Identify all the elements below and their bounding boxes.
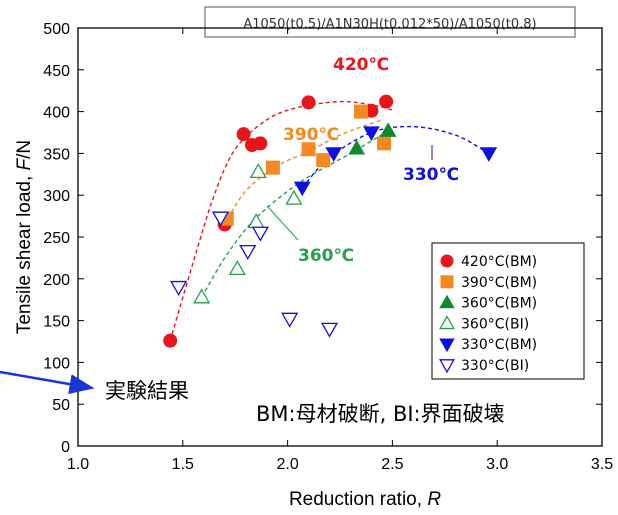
legend-label: 360°C(BM) [461,296,537,312]
legend-label: 360°C(BI) [461,316,529,332]
legend-marker [439,294,455,309]
data-point [285,189,303,205]
y-axis-title-text: Tensile shear load, [14,170,35,334]
trend-curve [169,100,393,341]
legend-label: 330°C(BM) [461,337,537,353]
chart-header: A1050(t0.5)/A1N30H(t0.012*50)/A1050(t0.8… [204,6,576,38]
legend-marker [438,315,456,330]
data-point [193,288,211,304]
data-point [348,139,366,155]
x-tick-label: 3.5 [591,456,613,473]
y-axis: 0 50 100 150 200 250 300 350 400 450 500 [43,21,602,456]
y-tick-label: 350 [43,146,70,163]
data-point [480,147,498,162]
data-point [316,153,331,168]
data-point [253,136,268,151]
data-point [170,280,188,296]
label-330: 330℃ [403,165,459,185]
data-points [163,94,498,348]
y-tick-label: 250 [43,230,70,247]
data-point [228,259,246,276]
data-point [239,244,257,260]
legend-marker [440,275,454,289]
data-point [301,95,316,110]
label-420: 420℃ [333,55,389,75]
y-axis-unit: /N [14,140,35,159]
experiment-arrow [0,370,95,394]
trend-curve [224,119,383,225]
leader-line-360 [266,205,299,241]
data-point [265,160,280,175]
data-point [211,211,230,227]
y-tick-label: 150 [43,314,70,331]
data-point [247,213,265,229]
legend-marker [440,254,454,268]
data-point [379,94,394,109]
x-axis-title: Reduction ratio, R [289,489,441,510]
y-tick-label: 450 [43,63,70,80]
legend-marker [439,338,455,353]
x-axis-title-text: Reduction ratio, [289,489,427,510]
y-tick-label: 200 [43,272,70,289]
y-tick-label: 0 [61,439,70,456]
legend-items: 420°C(BM) 390°C(BM) 360°C(BM) 360°C(BI) 330°… [438,254,537,374]
data-point [325,147,343,162]
data-point [353,104,368,119]
data-point [249,163,267,179]
legend-note: BM:母材破断, BI:界面破壊 [256,402,505,426]
x-axis-variable: R [427,489,441,510]
x-tick-label: 2.0 [276,456,298,473]
data-point [377,136,392,151]
legend-label: 390°C(BM) [461,275,537,291]
legend-label: 420°C(BM) [461,254,537,270]
data-point [379,122,397,137]
legend-box [431,242,585,380]
y-axis-title: Tensile shear load, F/N [14,140,35,334]
y-tick-label: 100 [43,355,70,372]
experiment-label: 実験結果 [105,379,189,403]
data-point [251,226,269,242]
data-point [320,322,339,338]
legend: 420°C(BM) 390°C(BM) 360°C(BM) 360°C(BI) 330°… [431,242,585,380]
chart-header-box [204,6,576,38]
data-point [281,312,299,328]
data-point [163,333,178,348]
x-tick-label: 1.5 [172,456,194,473]
data-point [363,126,380,141]
y-axis-variable: F [14,157,35,170]
x-tick-label: 1.0 [67,456,89,473]
data-point [293,181,311,197]
x-axis: 1.0 1.5 2.0 2.5 3.0 3.5 [67,28,613,473]
data-point [301,142,316,157]
x-tick-label: 2.5 [381,456,403,473]
y-tick-label: 50 [52,397,70,414]
y-tick-label: 300 [43,188,70,205]
x-tick-label: 3.0 [486,456,508,473]
y-tick-label: 500 [43,21,70,38]
legend-label: 330°C(BI) [461,358,529,374]
data-point [236,127,251,142]
y-tick-label: 400 [43,105,70,122]
label-390: 390℃ [283,125,339,145]
label-360: 360℃ [298,246,354,266]
legend-marker [438,359,456,374]
